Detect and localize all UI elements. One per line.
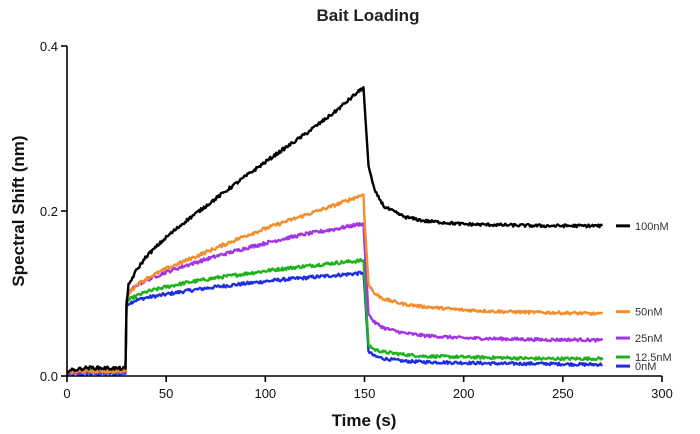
plot-area: [66, 86, 604, 377]
x-tick-label: 0: [63, 386, 70, 401]
series-line-0nM: [66, 270, 603, 377]
x-axis-ticks: 0 50 100 150 200 250 300: [63, 376, 673, 401]
x-tick-label: 300: [651, 386, 673, 401]
x-tick-label: 200: [453, 386, 475, 401]
x-tick-label: 100: [254, 386, 276, 401]
legend-label: 100nM: [635, 221, 669, 233]
series-line-12-5nM: [66, 258, 604, 375]
y-axis-ticks: 0.0 0.2 0.4: [40, 39, 67, 384]
series-line-100nM: [66, 86, 604, 374]
chart-title: Bait Loading: [317, 6, 420, 25]
legend-label: 12.5nM: [635, 352, 672, 364]
y-tick-label: 0.0: [40, 369, 58, 384]
x-tick-label: 50: [159, 386, 173, 401]
x-tick-label: 250: [552, 386, 574, 401]
legend-label: 0nM: [635, 361, 656, 373]
series-line-50nM: [66, 193, 604, 375]
legend-label: 50nM: [635, 307, 663, 319]
y-axis-label: Spectral Shift (nm): [9, 135, 28, 286]
x-tick-label: 150: [354, 386, 376, 401]
y-tick-label: 0.4: [40, 39, 58, 54]
x-axis-label: Time (s): [332, 411, 397, 430]
series-line-25nM: [66, 221, 604, 376]
y-tick-label: 0.2: [40, 204, 58, 219]
legend-label: 25nM: [635, 333, 663, 345]
